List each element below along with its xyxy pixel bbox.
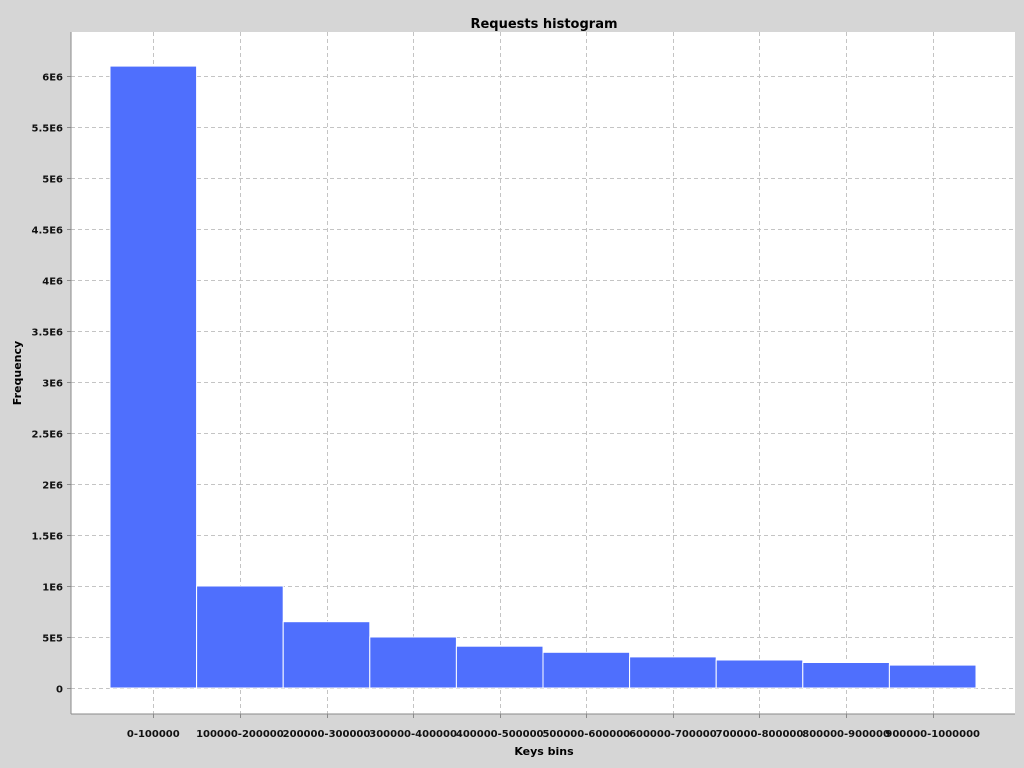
x-tick-label: 0-100000: [127, 729, 180, 740]
y-axis-ticks: 0 5E5 1E6 1.5E6 2E6 2.5E6 3E6 3.5E6 4E6 4.5E6 5E6 5…: [31, 73, 71, 696]
histogram-bar: [542, 651, 631, 689]
y-tick-label: 4.5E6: [31, 226, 63, 237]
histogram-bar: [196, 585, 284, 689]
x-tick-label: 900000-1000000: [885, 729, 980, 740]
bars: [109, 65, 977, 689]
y-tick-label: 3.5E6: [31, 328, 63, 339]
y-tick-label: 3E6: [42, 379, 63, 390]
y-tick-label: 2E6: [42, 481, 63, 492]
histogram-bar: [802, 662, 890, 689]
y-tick-label: 4E6: [42, 277, 63, 288]
x-tick-label: 500000-600000: [542, 729, 630, 740]
y-tick-label: 5.5E6: [31, 124, 63, 135]
x-tick-label: 600000-700000: [629, 729, 717, 740]
y-tick-label: 6E6: [42, 73, 63, 84]
y-tick-label: 2.5E6: [31, 430, 63, 441]
y-tick-label: 1.5E6: [31, 532, 63, 543]
x-tick-label: 300000-400000: [369, 729, 457, 740]
x-axis-title: Keys bins: [514, 745, 574, 758]
y-tick-label: 5E5: [42, 634, 63, 645]
histogram-bar: [282, 621, 371, 689]
y-tick-label: 5E6: [42, 175, 63, 186]
chart-title: Requests histogram: [470, 17, 617, 32]
histogram-bar: [888, 664, 977, 689]
y-tick-label: 1E6: [42, 583, 63, 594]
histogram-bar: [629, 656, 717, 689]
axes: [70, 32, 1015, 715]
x-tick-label: 800000-900000: [802, 729, 890, 740]
x-tick-label: 100000-200000: [196, 729, 284, 740]
x-tick-label: 400000-500000: [456, 729, 544, 740]
x-tick-label: 700000-800000: [716, 729, 804, 740]
histogram-bar: [455, 645, 544, 689]
y-axis-title: Frequency: [11, 341, 24, 405]
histogram-bar: [109, 65, 198, 689]
x-tick-label: 200000-300000: [283, 729, 371, 740]
histogram-bar: [369, 636, 457, 689]
y-tick-label: 0: [56, 685, 63, 696]
x-axis-ticks: 0-100000 100000-200000200000-300000300000…: [127, 714, 980, 740]
histogram-bar: [715, 659, 804, 689]
